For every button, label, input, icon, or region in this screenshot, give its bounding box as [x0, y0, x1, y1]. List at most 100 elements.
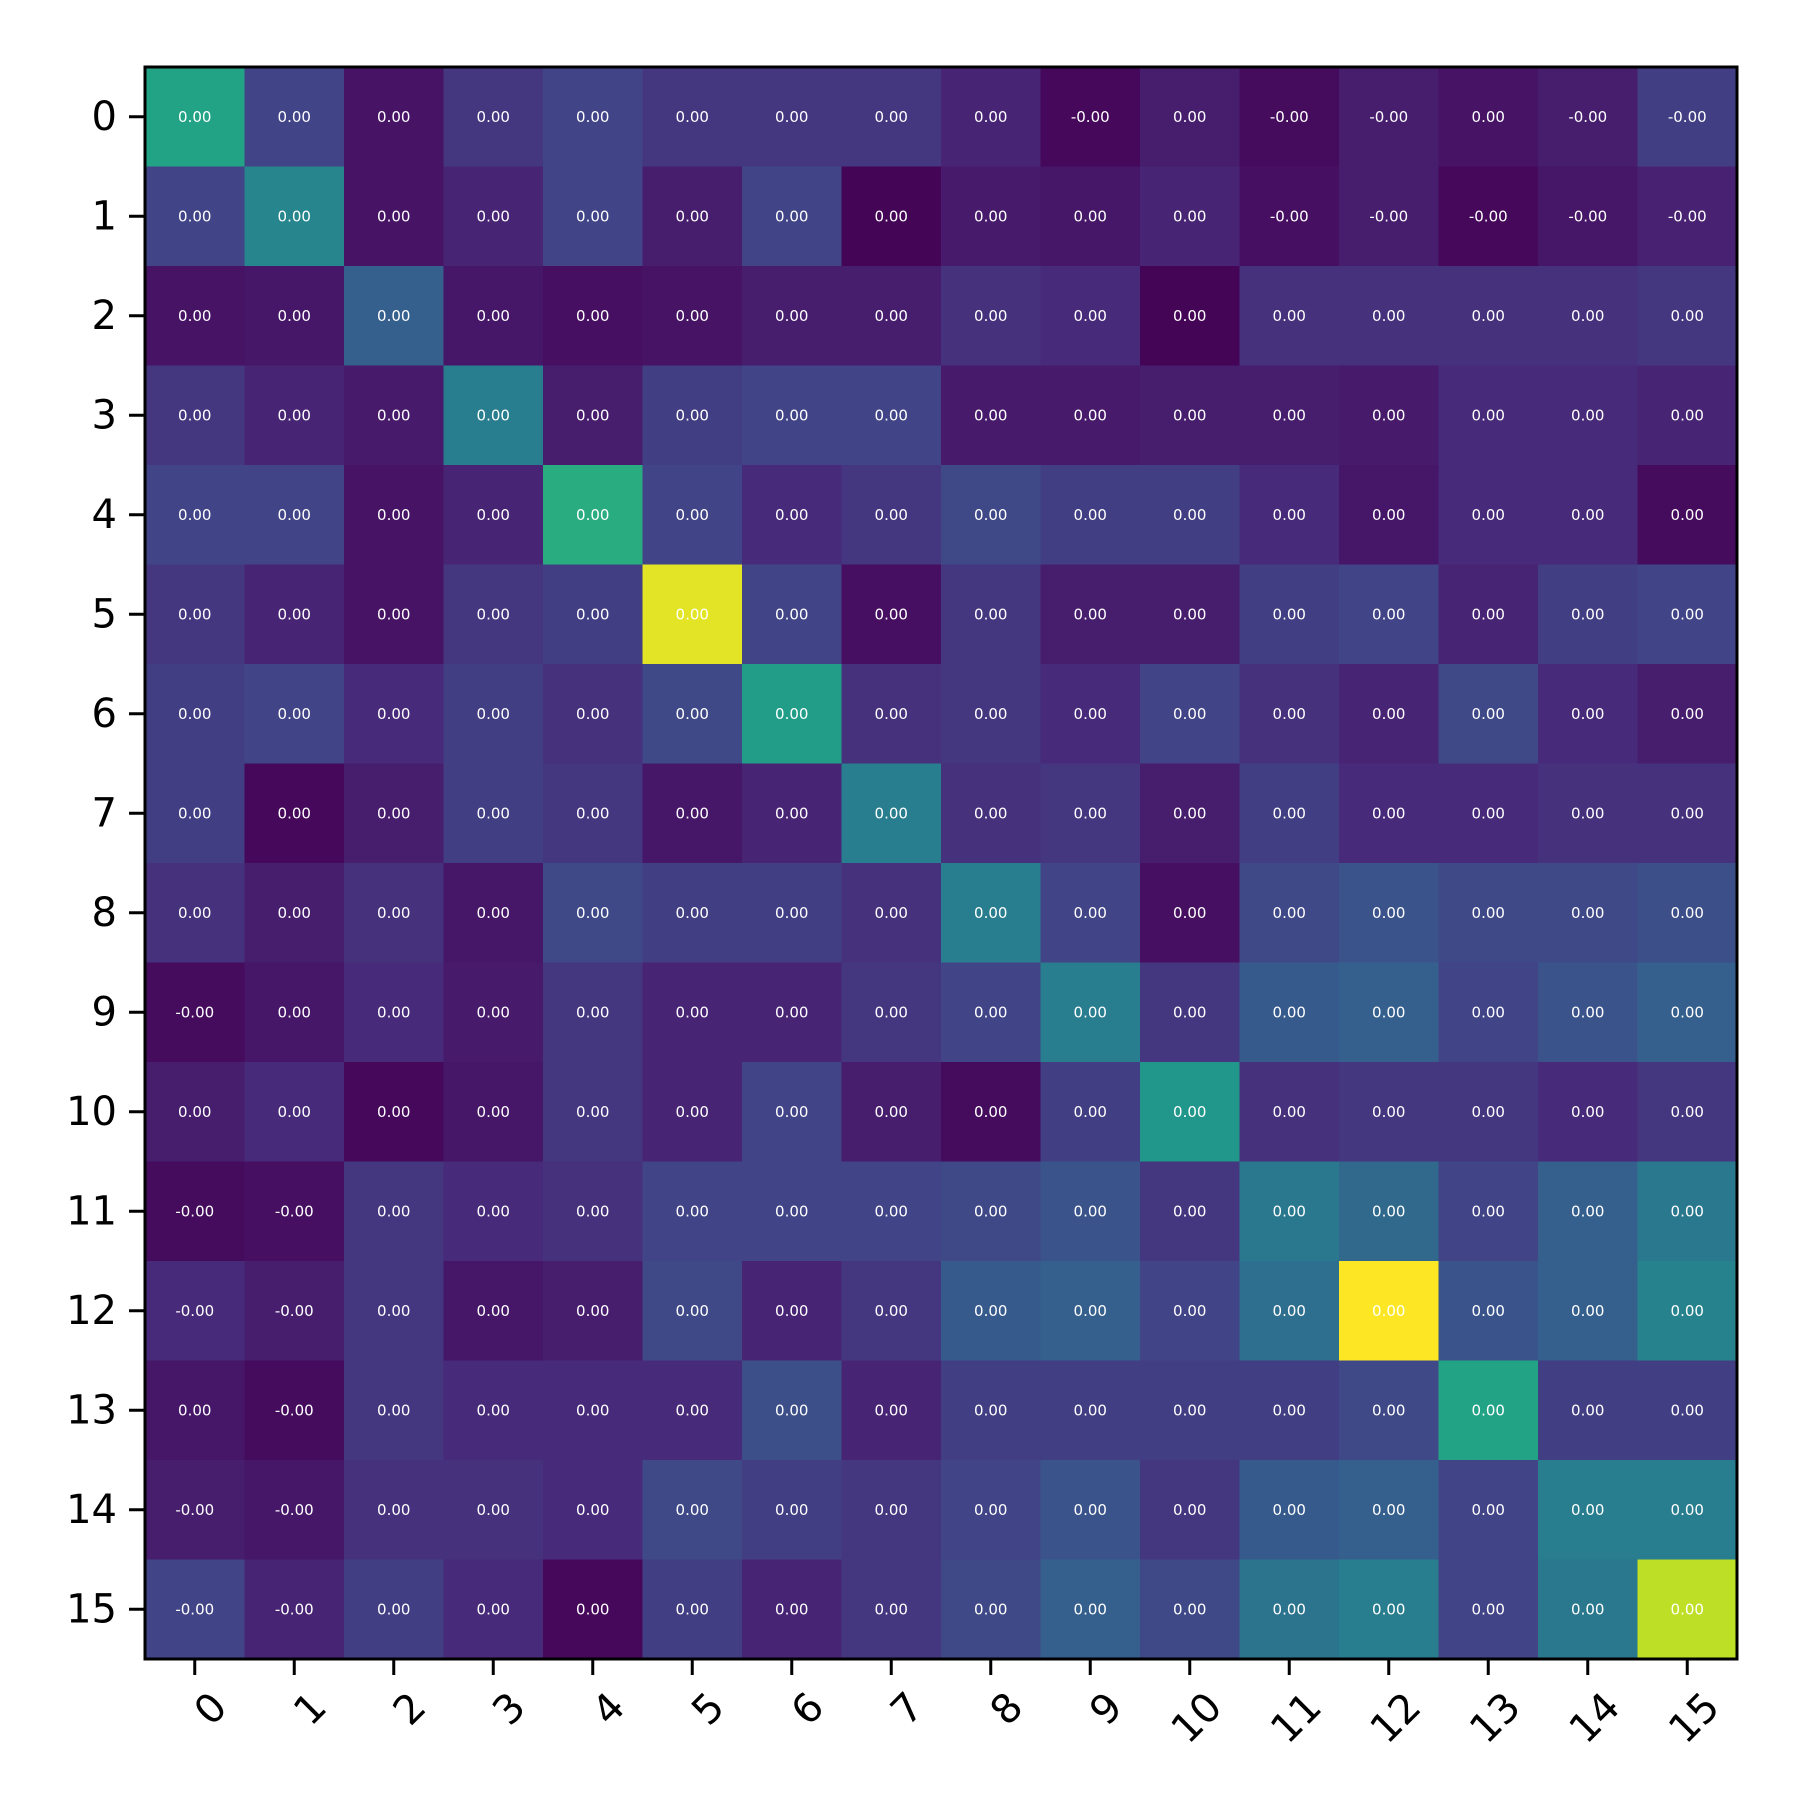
cell-value-label: 0.00: [1472, 1103, 1505, 1121]
heatmap-cell-r11-c8: [941, 1161, 1041, 1262]
cell-value-label: 0.00: [974, 108, 1007, 126]
cell-value-label: 0.00: [1173, 506, 1206, 524]
heatmap-cell-r8-c9: [1040, 863, 1141, 963]
heatmap-cell-r1-c5: [642, 166, 743, 267]
cell-value-label: 0.00: [775, 1501, 808, 1519]
heatmap-cell-r1-c9: [1040, 166, 1141, 267]
cell-value-label: 0.00: [974, 1302, 1007, 1320]
cell-value-label: 0.00: [576, 705, 609, 723]
cell-value-label: 0.00: [477, 1401, 510, 1419]
cell-value-label: 0.00: [1273, 1401, 1306, 1419]
heatmap-cell-r2-c6: [742, 266, 842, 366]
heatmap-cell-r11-c5: [642, 1161, 743, 1262]
heatmap-cell-r8-c0: [145, 863, 245, 963]
cell-value-label: 0.00: [1074, 1103, 1107, 1121]
heatmap-cell-r9-c5: [642, 962, 743, 1063]
cell-value-label: 0.00: [1372, 1600, 1405, 1618]
heatmap-cell-r8-c15: [1637, 863, 1738, 963]
heatmap-cell-r14-c12: [1339, 1460, 1439, 1560]
cell-value-label: 0.00: [377, 804, 410, 822]
cell-value-label: 0.00: [1273, 1103, 1306, 1121]
cell-value-label: 0.00: [974, 1202, 1007, 1220]
x-tick-label: 7: [882, 1684, 933, 1735]
heatmap-cell-r4-c1: [244, 465, 345, 565]
heatmap-cell-r5-c6: [742, 564, 842, 665]
heatmap-cell-r12-c5: [642, 1261, 743, 1361]
heatmap-cell-r14-c13: [1438, 1460, 1539, 1560]
heatmap-cell-r12-c6: [742, 1261, 842, 1361]
cell-value-label: 0.00: [676, 705, 709, 723]
cell-value-label: 0.00: [1173, 1103, 1206, 1121]
cell-value-label: 0.00: [775, 904, 808, 922]
heatmap-cell-r12-c4: [543, 1261, 643, 1361]
cell-value-label: 0.00: [1472, 1302, 1505, 1320]
heatmap-cell-r14-c5: [642, 1460, 743, 1560]
heatmap-cell-r3-c14: [1538, 365, 1638, 466]
heatmap-cell-r10-c6: [742, 1062, 842, 1162]
cell-value-label: 0.00: [775, 1103, 808, 1121]
cell-value-label: 0.00: [377, 406, 410, 424]
heatmap-cell-r8-c8: [941, 863, 1041, 963]
cell-value-label: 0.00: [676, 904, 709, 922]
heatmap-cell-r14-c1: [244, 1460, 345, 1560]
heatmap-cell-r10-c8: [941, 1062, 1041, 1162]
cell-value-label: 0.00: [1372, 705, 1405, 723]
heatmap-cell-r6-c12: [1339, 664, 1439, 764]
heatmap-cell-r9-c11: [1239, 962, 1340, 1063]
heatmap-cell-r7-c14: [1538, 763, 1638, 864]
x-tick-label: 4: [584, 1684, 635, 1735]
heatmap-cell-r11-c14: [1538, 1161, 1638, 1262]
cell-value-label: 0.00: [278, 207, 311, 225]
y-tick-label: 10: [66, 1089, 117, 1135]
cell-value-label: 0.00: [676, 605, 709, 623]
cell-value-label: 0.00: [875, 904, 908, 922]
cell-value-label: 0.00: [576, 406, 609, 424]
heatmap-cell-r13-c4: [543, 1360, 643, 1461]
heatmap-cell-r6-c15: [1637, 664, 1738, 764]
heatmap-cell-r10-c9: [1040, 1062, 1141, 1162]
cell-value-label: 0.00: [875, 506, 908, 524]
y-tick-label: 6: [92, 691, 117, 737]
heatmap-cell-r15-c1: [244, 1559, 345, 1660]
heatmap-cell-r0-c7: [841, 67, 942, 167]
cell-value-label: 0.00: [1173, 1501, 1206, 1519]
cell-value-label: 0.00: [1472, 406, 1505, 424]
heatmap-cell-r3-c8: [941, 365, 1041, 466]
heatmap-cell-r1-c1: [244, 166, 345, 267]
cell-value-label: 0.00: [1472, 1501, 1505, 1519]
cell-value-label: -0.00: [1270, 108, 1309, 126]
heatmap-cell-r15-c12: [1339, 1559, 1439, 1660]
heatmap-cell-r7-c3: [443, 763, 544, 864]
cell-value-label: 0.00: [1173, 705, 1206, 723]
heatmap-cell-r4-c7: [841, 465, 942, 565]
x-tick-label: 8: [982, 1684, 1033, 1735]
cell-value-label: -0.00: [1668, 207, 1707, 225]
cell-value-label: 0.00: [576, 1103, 609, 1121]
cell-value-label: -0.00: [275, 1401, 314, 1419]
x-tick-label: 13: [1461, 1684, 1530, 1753]
heatmap-cell-r9-c13: [1438, 962, 1539, 1063]
heatmap-cell-r14-c3: [443, 1460, 544, 1560]
heatmap-cell-r5-c10: [1140, 564, 1240, 665]
heatmap-cell-r0-c11: [1239, 67, 1340, 167]
cell-value-label: 0.00: [278, 307, 311, 325]
cell-value-label: 0.00: [676, 108, 709, 126]
heatmap-cell-r7-c7: [841, 763, 942, 864]
cell-value-label: 0.00: [576, 506, 609, 524]
cell-value-label: 0.00: [178, 1401, 211, 1419]
heatmap-cell-r4-c15: [1637, 465, 1738, 565]
heatmap-cell-r7-c15: [1637, 763, 1738, 864]
cell-value-label: 0.00: [775, 605, 808, 623]
cell-value-label: 0.00: [1571, 307, 1604, 325]
cell-value-label: 0.00: [178, 506, 211, 524]
cell-value-label: 0.00: [974, 1103, 1007, 1121]
cell-value-label: 0.00: [477, 605, 510, 623]
cell-value-label: 0.00: [178, 705, 211, 723]
cell-value-label: -0.00: [175, 1003, 214, 1021]
heatmap-cell-r5-c8: [941, 564, 1041, 665]
heatmap-cell-r9-c15: [1637, 962, 1738, 1063]
cell-value-label: -0.00: [1270, 207, 1309, 225]
heatmap-cell-r11-c6: [742, 1161, 842, 1262]
cell-value-label: 0.00: [477, 1103, 510, 1121]
cell-value-label: 0.00: [974, 705, 1007, 723]
